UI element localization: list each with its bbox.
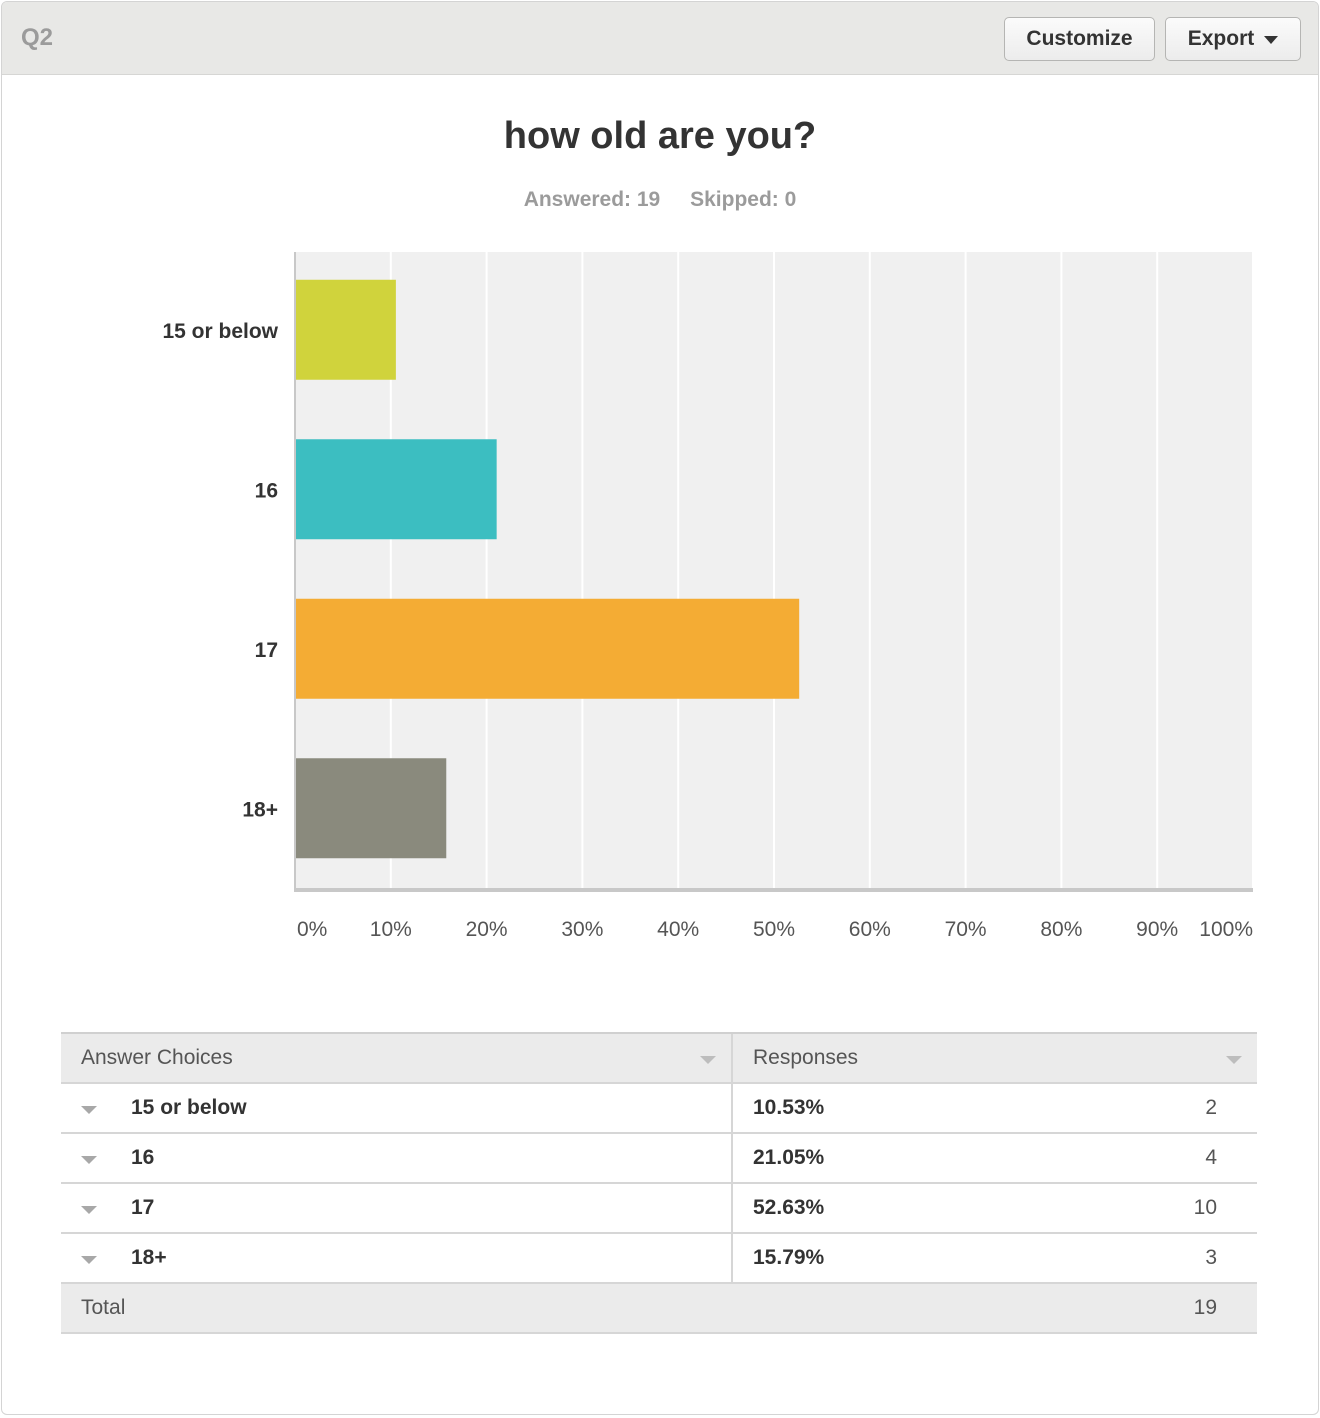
column-divider	[731, 1184, 733, 1232]
response-percent: 10.53%	[753, 1096, 825, 1119]
column-divider	[731, 1084, 733, 1132]
question-title: how old are you?	[503, 115, 817, 157]
total-label: Total	[81, 1296, 126, 1319]
sort-caret-icon[interactable]	[1226, 1056, 1242, 1064]
response-percent: 15.79%	[753, 1246, 825, 1269]
bar	[295, 598, 800, 699]
card-header: Q2 Customize Export	[2, 2, 1318, 75]
response-percent: 21.05%	[753, 1146, 825, 1169]
sort-caret-icon[interactable]	[700, 1056, 716, 1064]
bar	[295, 758, 447, 859]
expand-caret-icon[interactable]	[81, 1206, 97, 1214]
response-count: 2	[1205, 1096, 1217, 1119]
table-row: 16 21.05% 4	[61, 1134, 1257, 1184]
table-row: 17 52.63% 10	[61, 1184, 1257, 1234]
x-tick-label: 90%	[1136, 918, 1178, 941]
table-total-row: Total 19	[61, 1284, 1257, 1334]
responses-table: Answer Choices Responses 15 or below 10.5…	[61, 1032, 1257, 1334]
table-header-row: Answer Choices Responses	[61, 1034, 1257, 1084]
export-button-label: Export	[1187, 27, 1255, 50]
x-tick-label: 50%	[753, 918, 795, 941]
caret-down-icon	[1264, 36, 1279, 44]
responses-header[interactable]: Responses	[753, 1046, 859, 1069]
skipped-count: Skipped: 0	[690, 188, 797, 211]
expand-caret-icon[interactable]	[81, 1106, 97, 1114]
category-label: 15 or below	[162, 320, 278, 343]
export-button[interactable]: Export	[1165, 17, 1301, 61]
answer-choice: 18+	[131, 1246, 167, 1269]
question-number: Q2	[21, 24, 54, 51]
answer-choice: 15 or below	[131, 1096, 247, 1119]
column-divider	[731, 1134, 733, 1182]
x-tick-label: 60%	[849, 918, 891, 941]
x-tick-label: 20%	[466, 918, 508, 941]
expand-caret-icon[interactable]	[81, 1256, 97, 1264]
customize-button[interactable]: Customize	[1004, 17, 1155, 61]
bar-chart: 15 or below 16 17 18+ 0% 10% 20% 30% 40% 50% 60% 70…	[162, 252, 1254, 941]
response-count: 10	[1193, 1196, 1217, 1219]
x-tick-label: 70%	[945, 918, 987, 941]
bar	[295, 279, 396, 380]
response-percent: 52.63%	[753, 1196, 825, 1219]
table-row: 18+ 15.79% 3	[61, 1234, 1257, 1284]
answered-count: Answered: 19	[523, 188, 661, 211]
x-tick-label: 40%	[657, 918, 699, 941]
x-tick-label: 0%	[297, 918, 327, 941]
table-row: 15 or below 10.53% 2	[61, 1084, 1257, 1134]
category-label: 17	[255, 639, 278, 662]
category-label: 18+	[242, 798, 278, 821]
x-tick-label: 80%	[1040, 918, 1082, 941]
answer-choices-header[interactable]: Answer Choices	[81, 1046, 233, 1069]
column-divider	[731, 1034, 733, 1082]
x-tick-label: 100%	[1199, 918, 1253, 941]
response-count: 3	[1205, 1246, 1217, 1269]
response-count: 4	[1205, 1146, 1217, 1169]
total-count: 19	[1193, 1296, 1217, 1319]
x-tick-label: 10%	[370, 918, 412, 941]
expand-caret-icon[interactable]	[81, 1156, 97, 1164]
answer-choice: 16	[131, 1146, 155, 1169]
x-tick-label: 30%	[561, 918, 603, 941]
bar	[295, 439, 497, 540]
column-divider	[731, 1234, 733, 1282]
answer-choice: 17	[131, 1196, 155, 1219]
response-stats: Answered: 19 Skipped: 0	[2, 188, 1318, 212]
category-label: 16	[255, 479, 278, 502]
